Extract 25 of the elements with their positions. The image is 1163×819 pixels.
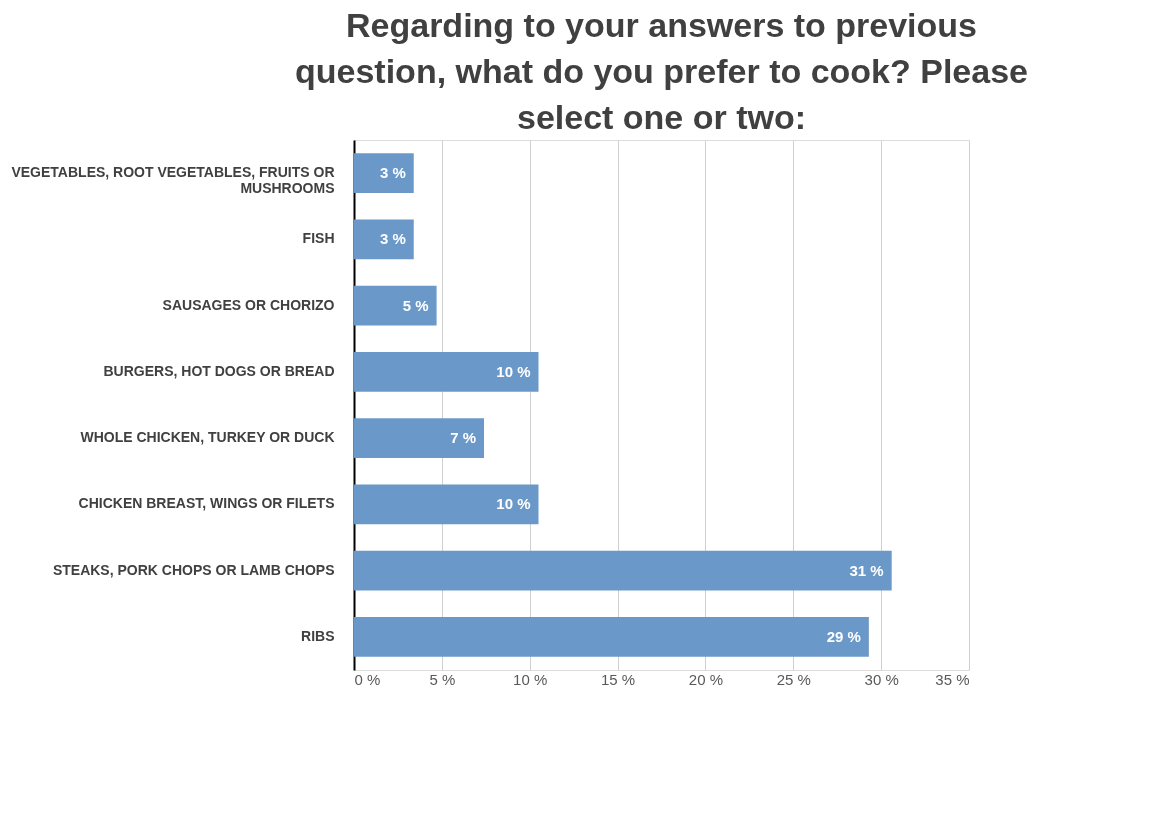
y-tick-label: STEAKS, PORK CHOPS OR LAMB CHOPS xyxy=(52,561,335,578)
data-label: 7 % xyxy=(450,429,477,447)
data-label: 3 % xyxy=(379,164,406,182)
y-tick-label: FISH xyxy=(302,230,335,247)
data-label: 10 % xyxy=(496,495,531,513)
x-tick-label: 20 % xyxy=(688,670,724,688)
data-label: 3 % xyxy=(379,230,406,248)
x-tick-label: 10 % xyxy=(513,670,548,688)
y-tick-label: WHOLE CHICKEN, TURKEY OR DUCK xyxy=(80,429,335,446)
x-tick-label: 25 % xyxy=(776,670,811,688)
y-tick-label: BURGERS, HOT DOGS OR BREAD xyxy=(103,362,335,379)
x-tick-label: 35 % xyxy=(935,670,970,688)
data-label: 10 % xyxy=(496,362,531,380)
y-tick-label: RIBS xyxy=(301,627,335,644)
x-tick-label: 0 % xyxy=(354,670,381,688)
y-tick-label: SAUSAGES OR CHORIZO xyxy=(162,296,335,313)
y-tick-label: CHICKEN BREAST, WINGS OR FILETS xyxy=(78,495,335,512)
x-tick-label: 15 % xyxy=(600,670,636,688)
x-tick-label: 5 % xyxy=(429,670,456,688)
x-tick-label: 30 % xyxy=(864,670,899,688)
data-label: 5 % xyxy=(402,296,429,314)
y-tick-label: VEGETABLES, ROOT VEGETABLES, FRUITS OR MUSHROOMS xyxy=(11,164,335,197)
chart-title: Regarding to your answers to previous question, what do you prefer to cook? Please select one or two: xyxy=(294,6,1029,136)
data-label: 31 % xyxy=(849,561,884,579)
data-label: 29 % xyxy=(826,627,861,645)
